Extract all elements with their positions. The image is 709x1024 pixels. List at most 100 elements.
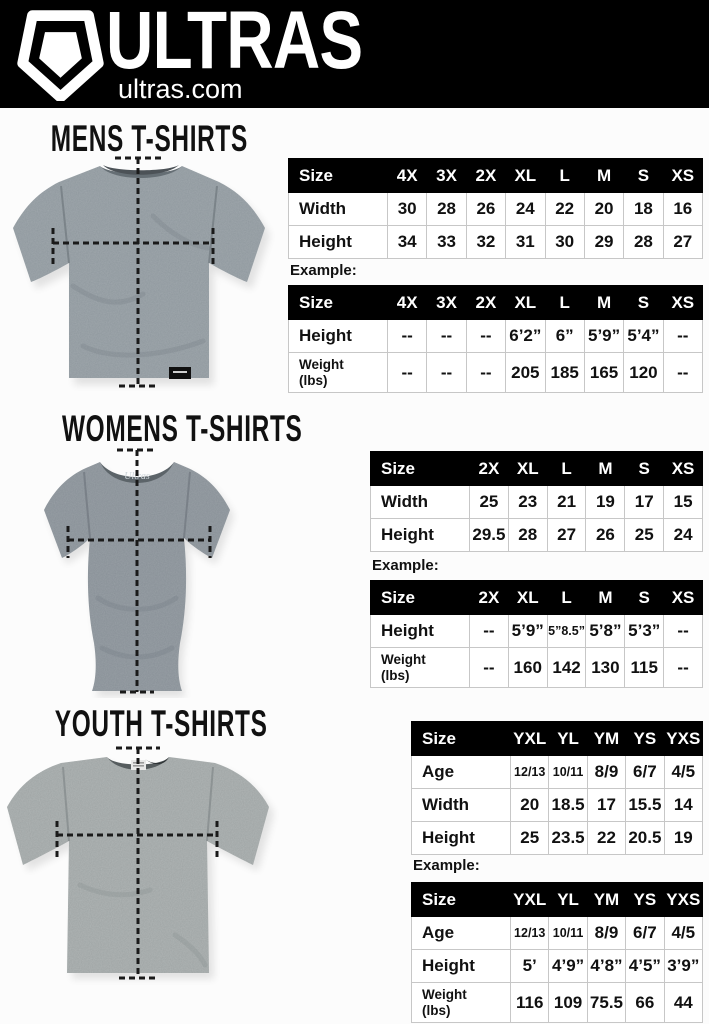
table-cell: 16 xyxy=(662,192,704,226)
table-cell: 20 xyxy=(509,788,550,822)
table-corner-header: Size xyxy=(288,285,388,320)
table-size-header: YL xyxy=(548,882,588,917)
table-cell: 26 xyxy=(585,518,626,552)
table-row: Weight (lbs) 116 109 75.5 66 44 xyxy=(411,982,704,1023)
table-cell: -- xyxy=(386,352,428,393)
example-label: Example: xyxy=(290,262,357,279)
table-cell: 5’ xyxy=(509,949,550,983)
table-cell: 6” xyxy=(544,319,585,353)
example-label: Example: xyxy=(372,557,439,574)
table-cell: 15.5 xyxy=(625,788,665,822)
table-cell: 109 xyxy=(548,982,588,1023)
table-cell: -- xyxy=(469,614,509,648)
table-cell: 160 xyxy=(507,647,548,688)
table-cell: -- xyxy=(662,352,704,393)
table-cell: 20 xyxy=(583,192,625,226)
row-label: Height xyxy=(370,614,470,648)
table-cell: 116 xyxy=(509,982,550,1023)
table-header-row: Size 2X XL L M S XS xyxy=(370,451,703,486)
example-label: Example: xyxy=(413,857,480,874)
table-size-header: YS xyxy=(625,882,665,917)
mens-tshirt-image xyxy=(13,156,270,388)
table-size-header: XL xyxy=(507,451,548,486)
table-cell: -- xyxy=(465,319,507,353)
table-cell: 120 xyxy=(623,352,664,393)
womens-size-table: Size 2X XL L M S XS Width 25 23 21 19 17 15 Height 29.5… xyxy=(370,451,703,552)
table-row: Width 30 28 26 24 22 20 18 16 xyxy=(288,192,704,226)
section-title-text: YOUTH T-SHIRTS xyxy=(54,703,268,744)
table-cell: -- xyxy=(469,647,509,688)
table-cell: 4’5” xyxy=(625,949,665,983)
table-cell: 25 xyxy=(509,821,550,855)
measurement-lines xyxy=(66,448,212,694)
table-header-row: Size 2X XL L M S XS xyxy=(370,580,703,615)
table-size-header: YXS xyxy=(663,721,704,756)
table-size-header: M xyxy=(585,580,626,615)
brand-logo-icon xyxy=(17,10,104,101)
row-label: Age xyxy=(411,755,511,789)
measurement-lines xyxy=(55,746,219,980)
size-table: Size 4X 3X 2X XL L M S XS Height -- -- -- 6’2” 6” 5’9” 5… xyxy=(288,285,704,393)
section-title-text: WOMENS T-SHIRTS xyxy=(61,408,303,449)
size-table: Size 2X XL L M S XS Height -- 5’9” 5”8.5” 5’8” 5’3” -… xyxy=(370,580,703,688)
table-cell: 5”8.5” xyxy=(546,614,587,648)
table-cell: 25 xyxy=(469,485,509,519)
table-size-header: M xyxy=(583,285,625,320)
table-cell: 19 xyxy=(663,821,704,855)
table-row: Width 25 23 21 19 17 15 xyxy=(370,485,703,519)
table-cell: 24 xyxy=(505,192,546,226)
table-size-header: 2X xyxy=(469,580,509,615)
table-size-header: L xyxy=(544,285,585,320)
table-cell: 23.5 xyxy=(548,821,588,855)
table-cell: 12/13 xyxy=(509,916,550,950)
table-size-header: S xyxy=(624,580,665,615)
table-size-header: YXL xyxy=(509,721,550,756)
size-table: Size YXL YL YM YS YXS Age 12/13 10/11 8/9 6/7 4/5 Wi… xyxy=(411,721,704,855)
youth-tshirt-image xyxy=(7,746,274,980)
table-size-header: XS xyxy=(663,580,703,615)
table-cell: 23 xyxy=(507,485,548,519)
table-cell: 115 xyxy=(624,647,665,688)
table-size-header: XL xyxy=(505,158,546,193)
table-size-header: XL xyxy=(505,285,546,320)
size-table: Size 4X 3X 2X XL L M S XS Width 30 28 26 24 22 20 18 16 He… xyxy=(288,158,704,259)
row-label: Weight (lbs) xyxy=(411,982,511,1023)
table-cell: -- xyxy=(662,319,704,353)
table-cell: 185 xyxy=(544,352,585,393)
table-size-header: S xyxy=(623,158,664,193)
table-size-header: YM xyxy=(586,721,627,756)
table-row: Age 12/13 10/11 8/9 6/7 4/5 xyxy=(411,755,704,789)
womens-tshirt-image: Ultras xyxy=(44,448,234,697)
table-cell: 6’2” xyxy=(505,319,546,353)
section-title-womens: WOMENS T-SHIRTS xyxy=(0,408,302,450)
table-row: Height 25 23.5 22 20.5 19 xyxy=(411,821,704,855)
table-cell: 5’8” xyxy=(585,614,626,648)
table-corner-header: Size xyxy=(288,158,388,193)
row-label: Width xyxy=(370,485,470,519)
table-size-header: L xyxy=(544,158,585,193)
table-row: Age 12/13 10/11 8/9 6/7 4/5 xyxy=(411,916,704,950)
table-row: Weight (lbs) -- 160 142 130 115 -- xyxy=(370,647,703,688)
table-size-header: S xyxy=(623,285,664,320)
youth-size-table: Size YXL YL YM YS YXS Age 12/13 10/11 8/9 6/7 4/5 Wi… xyxy=(411,721,704,855)
table-header-row: Size 4X 3X 2X XL L M S XS xyxy=(288,158,704,193)
table-cell: -- xyxy=(465,352,507,393)
womens-tshirt-shape: Ultras xyxy=(44,462,234,697)
section-title-youth: YOUTH T-SHIRTS xyxy=(0,703,272,745)
table-size-header: S xyxy=(624,451,665,486)
table-cell: -- xyxy=(426,319,467,353)
table-cell: 19 xyxy=(585,485,626,519)
table-cell: 26 xyxy=(465,192,507,226)
table-row: Weight (lbs) -- -- -- 205 185 165 120 -- xyxy=(288,352,704,393)
table-cell: 27 xyxy=(546,518,587,552)
table-cell: 165 xyxy=(583,352,625,393)
youth-example-table: Size YXL YL YM YS YXS Age 12/13 10/11 8/9 6/7 4/5 He… xyxy=(411,882,704,1023)
table-size-header: L xyxy=(546,580,587,615)
table-cell: 27 xyxy=(662,225,704,259)
table-cell: -- xyxy=(386,319,428,353)
table-cell: 205 xyxy=(505,352,546,393)
table-row: Height 5’ 4’9” 4’8” 4’5” 3’9” xyxy=(411,949,704,983)
table-cell: 44 xyxy=(663,982,704,1023)
mens-tshirt-shape xyxy=(13,165,270,385)
size-table: Size YXL YL YM YS YXS Age 12/13 10/11 8/9 6/7 4/5 He… xyxy=(411,882,704,1023)
